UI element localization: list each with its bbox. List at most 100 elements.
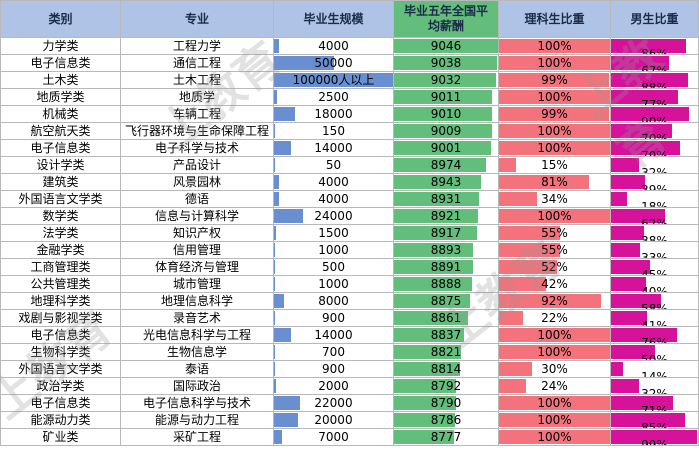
cell-scale[interactable]: 150 [273, 122, 394, 140]
cell-major[interactable]: 能源与动力工程 [120, 411, 274, 429]
cell-salary[interactable]: 9011 [393, 88, 499, 106]
cell-science-ratio[interactable]: 81% [498, 173, 611, 191]
cell-category[interactable]: 设计学类 [0, 156, 121, 174]
header-salary[interactable]: 毕业五年全国平 均薪酬 [393, 0, 499, 38]
cell-category[interactable]: 工商管理类 [0, 258, 121, 276]
cell-category[interactable]: 地理科学类 [0, 292, 121, 310]
header-category[interactable]: 类别 [0, 0, 121, 38]
cell-salary[interactable]: 8837 [393, 326, 499, 344]
cell-male-ratio[interactable]: 14% [610, 360, 699, 378]
cell-major[interactable]: 风景园林 [120, 173, 274, 191]
cell-scale[interactable]: 18000 [273, 105, 394, 123]
cell-scale[interactable]: 1500 [273, 224, 394, 242]
header-male-ratio[interactable]: 男生比重 [610, 0, 699, 38]
cell-male-ratio[interactable]: 86% [610, 37, 699, 55]
cell-science-ratio[interactable]: 100% [498, 54, 611, 72]
cell-male-ratio[interactable]: 32% [610, 156, 699, 174]
cell-category[interactable]: 地质学类 [0, 88, 121, 106]
cell-category[interactable]: 电子信息类 [0, 54, 121, 72]
cell-scale[interactable]: 2500 [273, 88, 394, 106]
cell-category[interactable]: 外国语言文学类 [0, 190, 121, 208]
cell-male-ratio[interactable]: 45% [610, 258, 699, 276]
cell-major[interactable]: 信息与计算科学 [120, 207, 274, 225]
cell-male-ratio[interactable]: 62% [610, 207, 699, 225]
cell-salary[interactable]: 8891 [393, 258, 499, 276]
cell-male-ratio[interactable]: 33% [610, 241, 699, 259]
cell-salary[interactable]: 8821 [393, 343, 499, 361]
cell-salary[interactable]: 8931 [393, 190, 499, 208]
cell-scale[interactable]: 50000 [273, 54, 394, 72]
cell-major[interactable]: 电子科学与技术 [120, 139, 274, 157]
cell-salary[interactable]: 8875 [393, 292, 499, 310]
cell-major[interactable]: 光电信息科学与工程 [120, 326, 274, 344]
cell-major[interactable]: 工程力学 [120, 37, 274, 55]
cell-scale[interactable]: 100000人以上 [273, 71, 394, 89]
cell-male-ratio[interactable]: 76% [610, 326, 699, 344]
cell-category[interactable]: 外国语言文学类 [0, 360, 121, 378]
cell-science-ratio[interactable]: 100% [498, 411, 611, 429]
cell-male-ratio[interactable]: 79% [610, 139, 699, 157]
cell-scale[interactable]: 900 [273, 309, 394, 327]
cell-major[interactable]: 通信工程 [120, 54, 274, 72]
cell-scale[interactable]: 4000 [273, 173, 394, 191]
cell-category[interactable]: 政治学类 [0, 377, 121, 395]
cell-male-ratio[interactable]: 39% [610, 173, 699, 191]
cell-scale[interactable]: 7000 [273, 428, 394, 446]
cell-salary[interactable]: 8790 [393, 394, 499, 412]
cell-science-ratio[interactable]: 30% [498, 360, 611, 378]
cell-scale[interactable]: 2000 [273, 377, 394, 395]
cell-scale[interactable]: 14000 [273, 326, 394, 344]
cell-major[interactable]: 知识产权 [120, 224, 274, 242]
cell-male-ratio[interactable]: 90% [610, 105, 699, 123]
cell-science-ratio[interactable]: 24% [498, 377, 611, 395]
cell-science-ratio[interactable]: 34% [498, 190, 611, 208]
cell-scale[interactable]: 50 [273, 156, 394, 174]
cell-science-ratio[interactable]: 15% [498, 156, 611, 174]
cell-salary[interactable]: 8786 [393, 411, 499, 429]
cell-male-ratio[interactable]: 50% [610, 343, 699, 361]
cell-category[interactable]: 电子信息类 [0, 326, 121, 344]
cell-science-ratio[interactable]: 52% [498, 258, 611, 276]
cell-category[interactable]: 航空航天类 [0, 122, 121, 140]
cell-salary[interactable]: 8921 [393, 207, 499, 225]
cell-category[interactable]: 力学类 [0, 37, 121, 55]
cell-salary[interactable]: 8893 [393, 241, 499, 259]
cell-scale[interactable]: 1000 [273, 241, 394, 259]
cell-major[interactable]: 车辆工程 [120, 105, 274, 123]
cell-major[interactable]: 飞行器环境与生命保障工程 [120, 122, 274, 140]
cell-scale[interactable]: 8000 [273, 292, 394, 310]
cell-category[interactable]: 电子信息类 [0, 394, 121, 412]
cell-category[interactable]: 能源动力类 [0, 411, 121, 429]
cell-science-ratio[interactable]: 100% [498, 394, 611, 412]
cell-major[interactable]: 地质学 [120, 88, 274, 106]
cell-scale[interactable]: 1000 [273, 275, 394, 293]
cell-male-ratio[interactable]: 32% [610, 377, 699, 395]
cell-category[interactable]: 法学类 [0, 224, 121, 242]
header-science-ratio[interactable]: 理科生比重 [498, 0, 611, 38]
cell-scale[interactable]: 20000 [273, 411, 394, 429]
cell-male-ratio[interactable]: 41% [610, 309, 699, 327]
cell-scale[interactable]: 24000 [273, 207, 394, 225]
cell-major[interactable]: 国际政治 [120, 377, 274, 395]
cell-major[interactable]: 地理信息科学 [120, 292, 274, 310]
cell-male-ratio[interactable]: 58% [610, 292, 699, 310]
cell-salary[interactable]: 9009 [393, 122, 499, 140]
cell-category[interactable]: 生物科学类 [0, 343, 121, 361]
cell-science-ratio[interactable]: 100% [498, 37, 611, 55]
cell-science-ratio[interactable]: 100% [498, 139, 611, 157]
cell-male-ratio[interactable]: 38% [610, 224, 699, 242]
cell-salary[interactable]: 9001 [393, 139, 499, 157]
cell-major[interactable]: 产品设计 [120, 156, 274, 174]
cell-male-ratio[interactable]: 71% [610, 394, 699, 412]
cell-salary[interactable]: 9010 [393, 105, 499, 123]
cell-male-ratio[interactable]: 18% [610, 190, 699, 208]
cell-category[interactable]: 机械类 [0, 105, 121, 123]
cell-major[interactable]: 德语 [120, 190, 274, 208]
cell-scale[interactable]: 14000 [273, 139, 394, 157]
cell-male-ratio[interactable]: 70% [610, 122, 699, 140]
cell-salary[interactable]: 9038 [393, 54, 499, 72]
cell-salary[interactable]: 8888 [393, 275, 499, 293]
cell-scale[interactable]: 4000 [273, 37, 394, 55]
cell-major[interactable]: 土木工程 [120, 71, 274, 89]
cell-science-ratio[interactable]: 100% [498, 428, 611, 446]
